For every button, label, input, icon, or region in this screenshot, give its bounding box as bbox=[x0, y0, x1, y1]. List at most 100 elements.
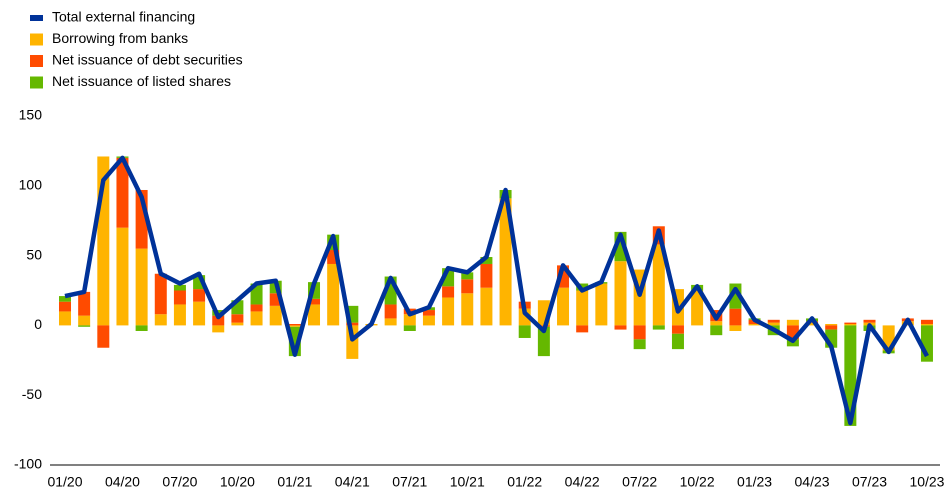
bar bbox=[806, 322, 819, 326]
bar bbox=[480, 263, 493, 288]
bar bbox=[403, 325, 416, 331]
x-tick-label: 10/21 bbox=[450, 474, 485, 490]
bar bbox=[480, 256, 493, 264]
bar bbox=[557, 287, 570, 326]
x-tick-label: 10/23 bbox=[909, 474, 944, 490]
bar bbox=[173, 284, 186, 291]
bar bbox=[614, 325, 627, 330]
bar bbox=[308, 304, 321, 326]
legend-swatch bbox=[30, 55, 43, 67]
x-tick-label: 01/23 bbox=[737, 474, 772, 490]
bar bbox=[422, 310, 435, 316]
bar bbox=[442, 297, 455, 326]
legend-label: Net issuance of listed shares bbox=[52, 73, 231, 89]
bar bbox=[154, 273, 167, 315]
legend-swatch bbox=[30, 15, 43, 21]
bar bbox=[384, 318, 397, 326]
legend-label: Total external financing bbox=[52, 9, 195, 25]
bar bbox=[250, 311, 263, 326]
x-tick-label: 01/22 bbox=[507, 474, 542, 490]
bar bbox=[250, 304, 263, 312]
bar bbox=[710, 321, 723, 326]
bar bbox=[825, 324, 838, 326]
bar bbox=[78, 315, 91, 326]
bar bbox=[825, 325, 838, 330]
legend-swatch bbox=[30, 76, 43, 89]
bar bbox=[288, 324, 301, 326]
y-tick-label: -100 bbox=[14, 456, 42, 472]
x-tick-label: 10/20 bbox=[220, 474, 255, 490]
bar bbox=[480, 287, 493, 326]
x-tick-label: 04/23 bbox=[795, 474, 830, 490]
bar bbox=[97, 325, 110, 348]
x-tick-label: 07/21 bbox=[392, 474, 427, 490]
bar bbox=[576, 325, 589, 333]
bar bbox=[212, 315, 225, 326]
x-tick-label: 07/22 bbox=[622, 474, 657, 490]
bar bbox=[863, 319, 876, 323]
legend-label: Borrowing from banks bbox=[52, 30, 188, 46]
y-tick-label: -50 bbox=[22, 386, 42, 402]
line bbox=[64, 155, 929, 426]
bar bbox=[384, 304, 397, 319]
bar bbox=[499, 198, 512, 326]
bar bbox=[308, 298, 321, 305]
legend-swatch bbox=[30, 33, 43, 46]
bar bbox=[269, 305, 282, 326]
bar bbox=[461, 293, 474, 326]
bar bbox=[537, 326, 550, 357]
bar bbox=[403, 314, 416, 326]
bar bbox=[59, 296, 71, 302]
y-tick-label: 150 bbox=[19, 107, 43, 123]
bar bbox=[461, 279, 474, 294]
bar bbox=[212, 325, 225, 333]
bar bbox=[576, 290, 589, 326]
x-tick-label: 04/21 bbox=[335, 474, 370, 490]
bar bbox=[231, 322, 244, 326]
legend-label: Net issuance of debt securities bbox=[52, 52, 243, 68]
bar bbox=[250, 283, 263, 305]
x-tick-label: 10/22 bbox=[680, 474, 715, 490]
bar bbox=[652, 325, 665, 330]
bar bbox=[193, 301, 206, 326]
bar bbox=[671, 333, 684, 350]
bar bbox=[327, 263, 340, 326]
bar bbox=[461, 272, 474, 280]
bar bbox=[748, 324, 761, 326]
bar bbox=[729, 308, 742, 326]
y-tick-label: 0 bbox=[34, 316, 42, 332]
x-tick-label: 07/20 bbox=[162, 474, 197, 490]
bar bbox=[442, 286, 455, 298]
y-tick-label: 100 bbox=[19, 177, 43, 193]
bar bbox=[173, 304, 186, 326]
bar bbox=[710, 325, 723, 336]
bar bbox=[346, 322, 359, 326]
bar bbox=[78, 291, 91, 316]
bar bbox=[173, 290, 186, 305]
bar bbox=[671, 325, 684, 334]
bar bbox=[59, 301, 71, 312]
bar bbox=[729, 325, 742, 331]
bar bbox=[691, 290, 704, 326]
bar bbox=[116, 157, 129, 228]
bar bbox=[614, 261, 627, 326]
bar bbox=[518, 325, 531, 338]
bar bbox=[652, 244, 665, 326]
bar bbox=[422, 315, 435, 326]
bar bbox=[595, 283, 608, 326]
x-tick-label: 04/20 bbox=[105, 474, 140, 490]
bar bbox=[767, 319, 780, 323]
x-tick-label: 01/21 bbox=[277, 474, 312, 490]
bar bbox=[920, 324, 933, 326]
bar bbox=[786, 319, 799, 326]
bar bbox=[231, 314, 244, 323]
bar bbox=[920, 319, 933, 325]
bar bbox=[116, 227, 129, 326]
bar bbox=[135, 325, 148, 331]
x-tick-label: 04/22 bbox=[565, 474, 600, 490]
bar bbox=[844, 322, 857, 325]
bar bbox=[154, 314, 167, 326]
bar bbox=[767, 322, 780, 326]
y-tick-label: 50 bbox=[26, 246, 42, 262]
